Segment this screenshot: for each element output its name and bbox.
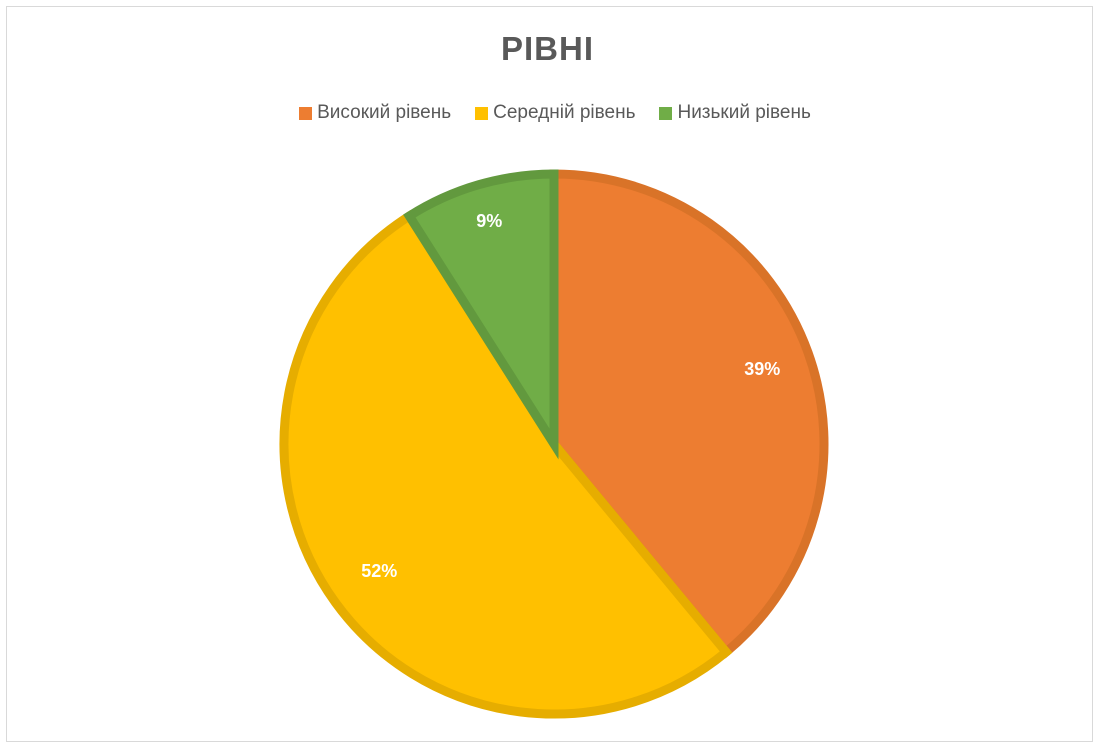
chart-title: РІВНІ [500, 30, 594, 67]
legend-swatch-high [299, 106, 313, 120]
legend-label-medium: Середній рівень [493, 102, 636, 123]
legend-item-high: Високий рівень [299, 102, 451, 124]
pie-slice-medium [279, 209, 733, 719]
legend-label-low: Низький рівень [677, 102, 811, 123]
legend-item-medium: Середній рівень [475, 102, 635, 124]
data-label-high: 39% [744, 359, 780, 379]
legend-swatch-medium [475, 106, 489, 120]
pie-slice-low [403, 169, 559, 460]
data-label-low: 9% [476, 211, 502, 231]
chart-legend: Високий рівень Середній рівень Низький р… [0, 102, 1095, 124]
data-label-medium: 52% [361, 561, 397, 581]
legend-item-low: Низький рівень [659, 102, 811, 124]
pie-slice-high [549, 169, 829, 659]
legend-label-high: Високий рівень [317, 102, 452, 123]
legend-swatch-low [659, 106, 673, 120]
